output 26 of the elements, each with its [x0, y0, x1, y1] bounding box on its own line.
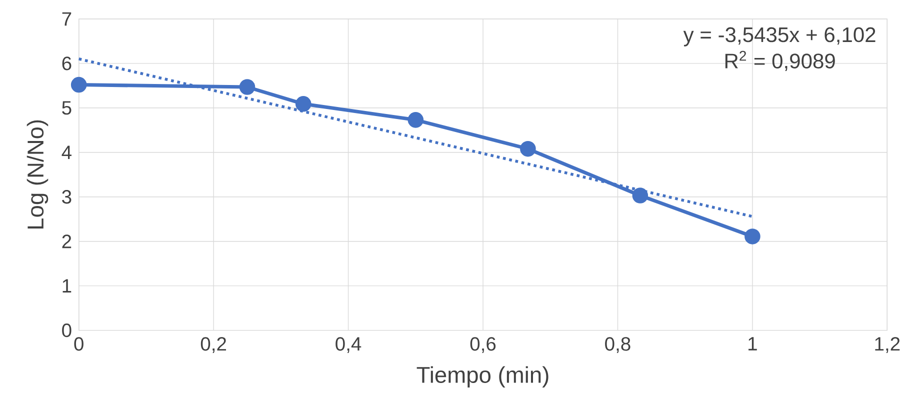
- point: [295, 96, 312, 112]
- x-tick-label: 0,4: [336, 337, 362, 353]
- y-tick-label: 6: [62, 56, 72, 70]
- y-tick-label: 2: [62, 234, 72, 248]
- point: [520, 140, 536, 157]
- point: [70, 76, 87, 93]
- y-tick-label: 3: [62, 190, 72, 204]
- point: [632, 188, 648, 204]
- x-axis-title: Tiempo (min): [416, 366, 548, 388]
- y-tick-label: 4: [62, 146, 72, 159]
- x-tick-label: 0,2: [200, 337, 226, 353]
- x-tick-label: 0,8: [605, 337, 630, 353]
- point: [239, 79, 256, 95]
- x-tick-label: 0: [74, 337, 84, 351]
- x-tick-label: 1,2: [875, 337, 900, 353]
- y-tick-label: 1: [62, 279, 72, 292]
- y-tick-label: 7: [62, 12, 72, 26]
- y-tick-label: 0: [62, 323, 72, 338]
- y-tick-label: 5: [62, 101, 72, 115]
- annotation: R$^{2}$ = 0,9089: [725, 50, 835, 71]
- point: [408, 112, 424, 128]
- x-tick-label: 1: [748, 337, 757, 350]
- x-tick-label: 0,6: [470, 337, 496, 353]
- annotation: y = -3,5435x + 6,102: [683, 27, 876, 46]
- y-axis-title: Log (N/No): [26, 120, 48, 228]
- point: [744, 228, 760, 244]
